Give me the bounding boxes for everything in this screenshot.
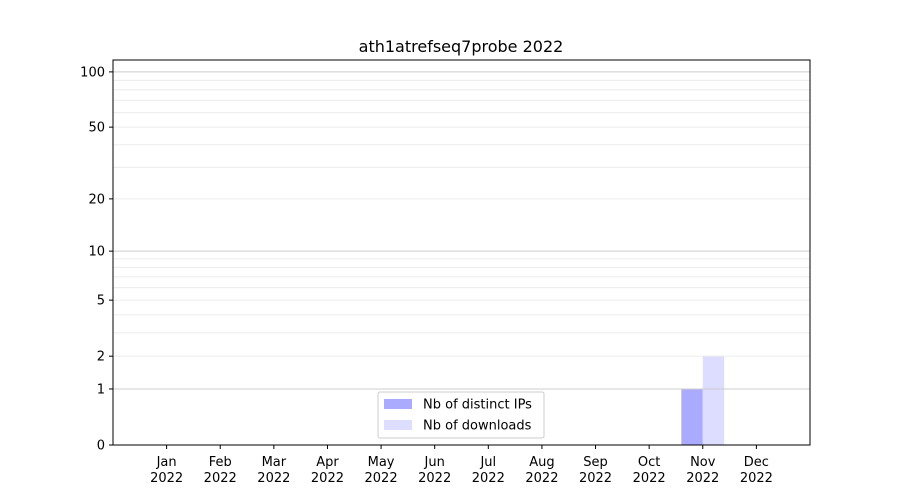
y-tick-label: 50 — [88, 121, 105, 136]
x-tick-label: Nov — [690, 455, 716, 470]
plot-frame — [112, 59, 811, 446]
x-tick-label: Oct — [638, 455, 660, 470]
x-tick-label: Apr — [316, 455, 339, 470]
bar-downloads — [702, 356, 725, 445]
x-tick-label: 2022 — [686, 471, 719, 486]
x-tick-label: 2022 — [525, 471, 558, 486]
x-tick-label: Feb — [209, 455, 232, 470]
y-tick-label: 2 — [97, 350, 105, 365]
y-tick-label: 10 — [88, 245, 105, 260]
x-tick-label: 2022 — [204, 471, 237, 486]
x-tick-label: 2022 — [150, 471, 183, 486]
x-tick-label: Sep — [583, 455, 608, 470]
y-tick-label: 0 — [97, 439, 105, 454]
x-tick-label: 2022 — [311, 471, 344, 486]
x-tick-label: Dec — [744, 455, 769, 470]
legend-label: Nb of distinct IPs — [423, 398, 532, 413]
x-tick-label: Aug — [529, 455, 554, 470]
legend-box — [377, 391, 545, 439]
x-tick-label: 2022 — [418, 471, 451, 486]
chart-title: ath1atrefseq7probe 2022 — [359, 37, 564, 56]
legend: Nb of distinct IPs Nb of downloads — [377, 391, 545, 439]
legend-label: Nb of downloads — [423, 419, 532, 434]
bar-distinct-ips — [681, 388, 703, 445]
y-tick-label: 1 — [97, 382, 105, 397]
legend-swatch — [384, 399, 412, 409]
x-tick-label: 2022 — [633, 471, 666, 486]
x-tick-label: Mar — [262, 455, 287, 470]
x-tick-label: May — [368, 455, 395, 470]
x-tick-label: Jan — [156, 455, 177, 470]
x-tick-label: Jul — [479, 455, 496, 470]
x-tick-label: 2022 — [365, 471, 398, 486]
y-tick-label: 5 — [97, 294, 105, 309]
x-tick-label: 2022 — [740, 471, 773, 486]
y-tick-label: 100 — [80, 65, 105, 80]
x-tick-label: 2022 — [579, 471, 612, 486]
x-tick-label: 2022 — [257, 471, 290, 486]
legend-swatch — [384, 420, 412, 430]
x-tick-label: Jun — [424, 455, 445, 470]
y-tick-label: 20 — [88, 192, 105, 207]
x-tick-label: 2022 — [472, 471, 505, 486]
